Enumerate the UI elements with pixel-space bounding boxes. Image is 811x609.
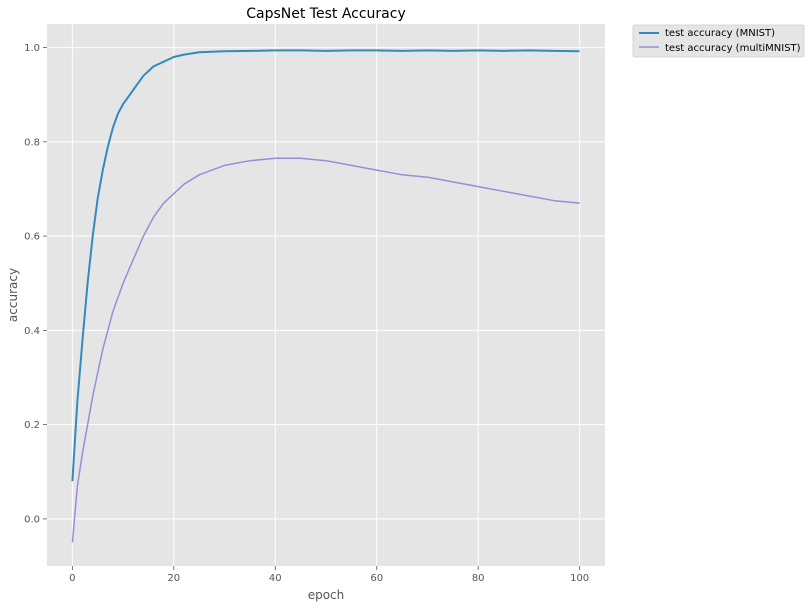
x-tick-label: 60 [370, 573, 383, 584]
y-tick-label: 0.2 [24, 420, 40, 431]
x-tick-label: 0 [69, 573, 75, 584]
grid [47, 24, 605, 566]
legend: test accuracy (MNIST) test accuracy (mul… [632, 24, 805, 58]
y-axis-label: accuracy [6, 268, 20, 322]
chart-title: CapsNet Test Accuracy [246, 6, 406, 22]
axis-ticks: 0 20 40 60 80 100 0.0 0.2 0.4 0.6 0.8 1.0 [24, 43, 589, 584]
x-tick-label: 80 [472, 573, 485, 584]
series-line-mnist [71, 49, 580, 482]
legend-label-multimnist: test accuracy (multiMNIST) [665, 43, 801, 54]
x-tick-label: 100 [570, 573, 589, 584]
x-tick-label: 40 [269, 573, 282, 584]
y-tick-label: 1.0 [24, 43, 40, 54]
series-line-multimnist [71, 157, 580, 543]
series-lines [71, 49, 580, 543]
plot-background [47, 24, 605, 566]
x-axis-label: epoch [308, 588, 345, 602]
y-tick-label: 0.6 [24, 232, 40, 243]
y-tick-label: 0.8 [24, 137, 40, 148]
y-tick-label: 0.4 [24, 326, 40, 337]
x-tick-label: 20 [167, 573, 180, 584]
y-tick-label: 0.0 [24, 514, 40, 525]
legend-label-mnist: test accuracy (MNIST) [665, 28, 775, 39]
legend-box [632, 24, 805, 58]
